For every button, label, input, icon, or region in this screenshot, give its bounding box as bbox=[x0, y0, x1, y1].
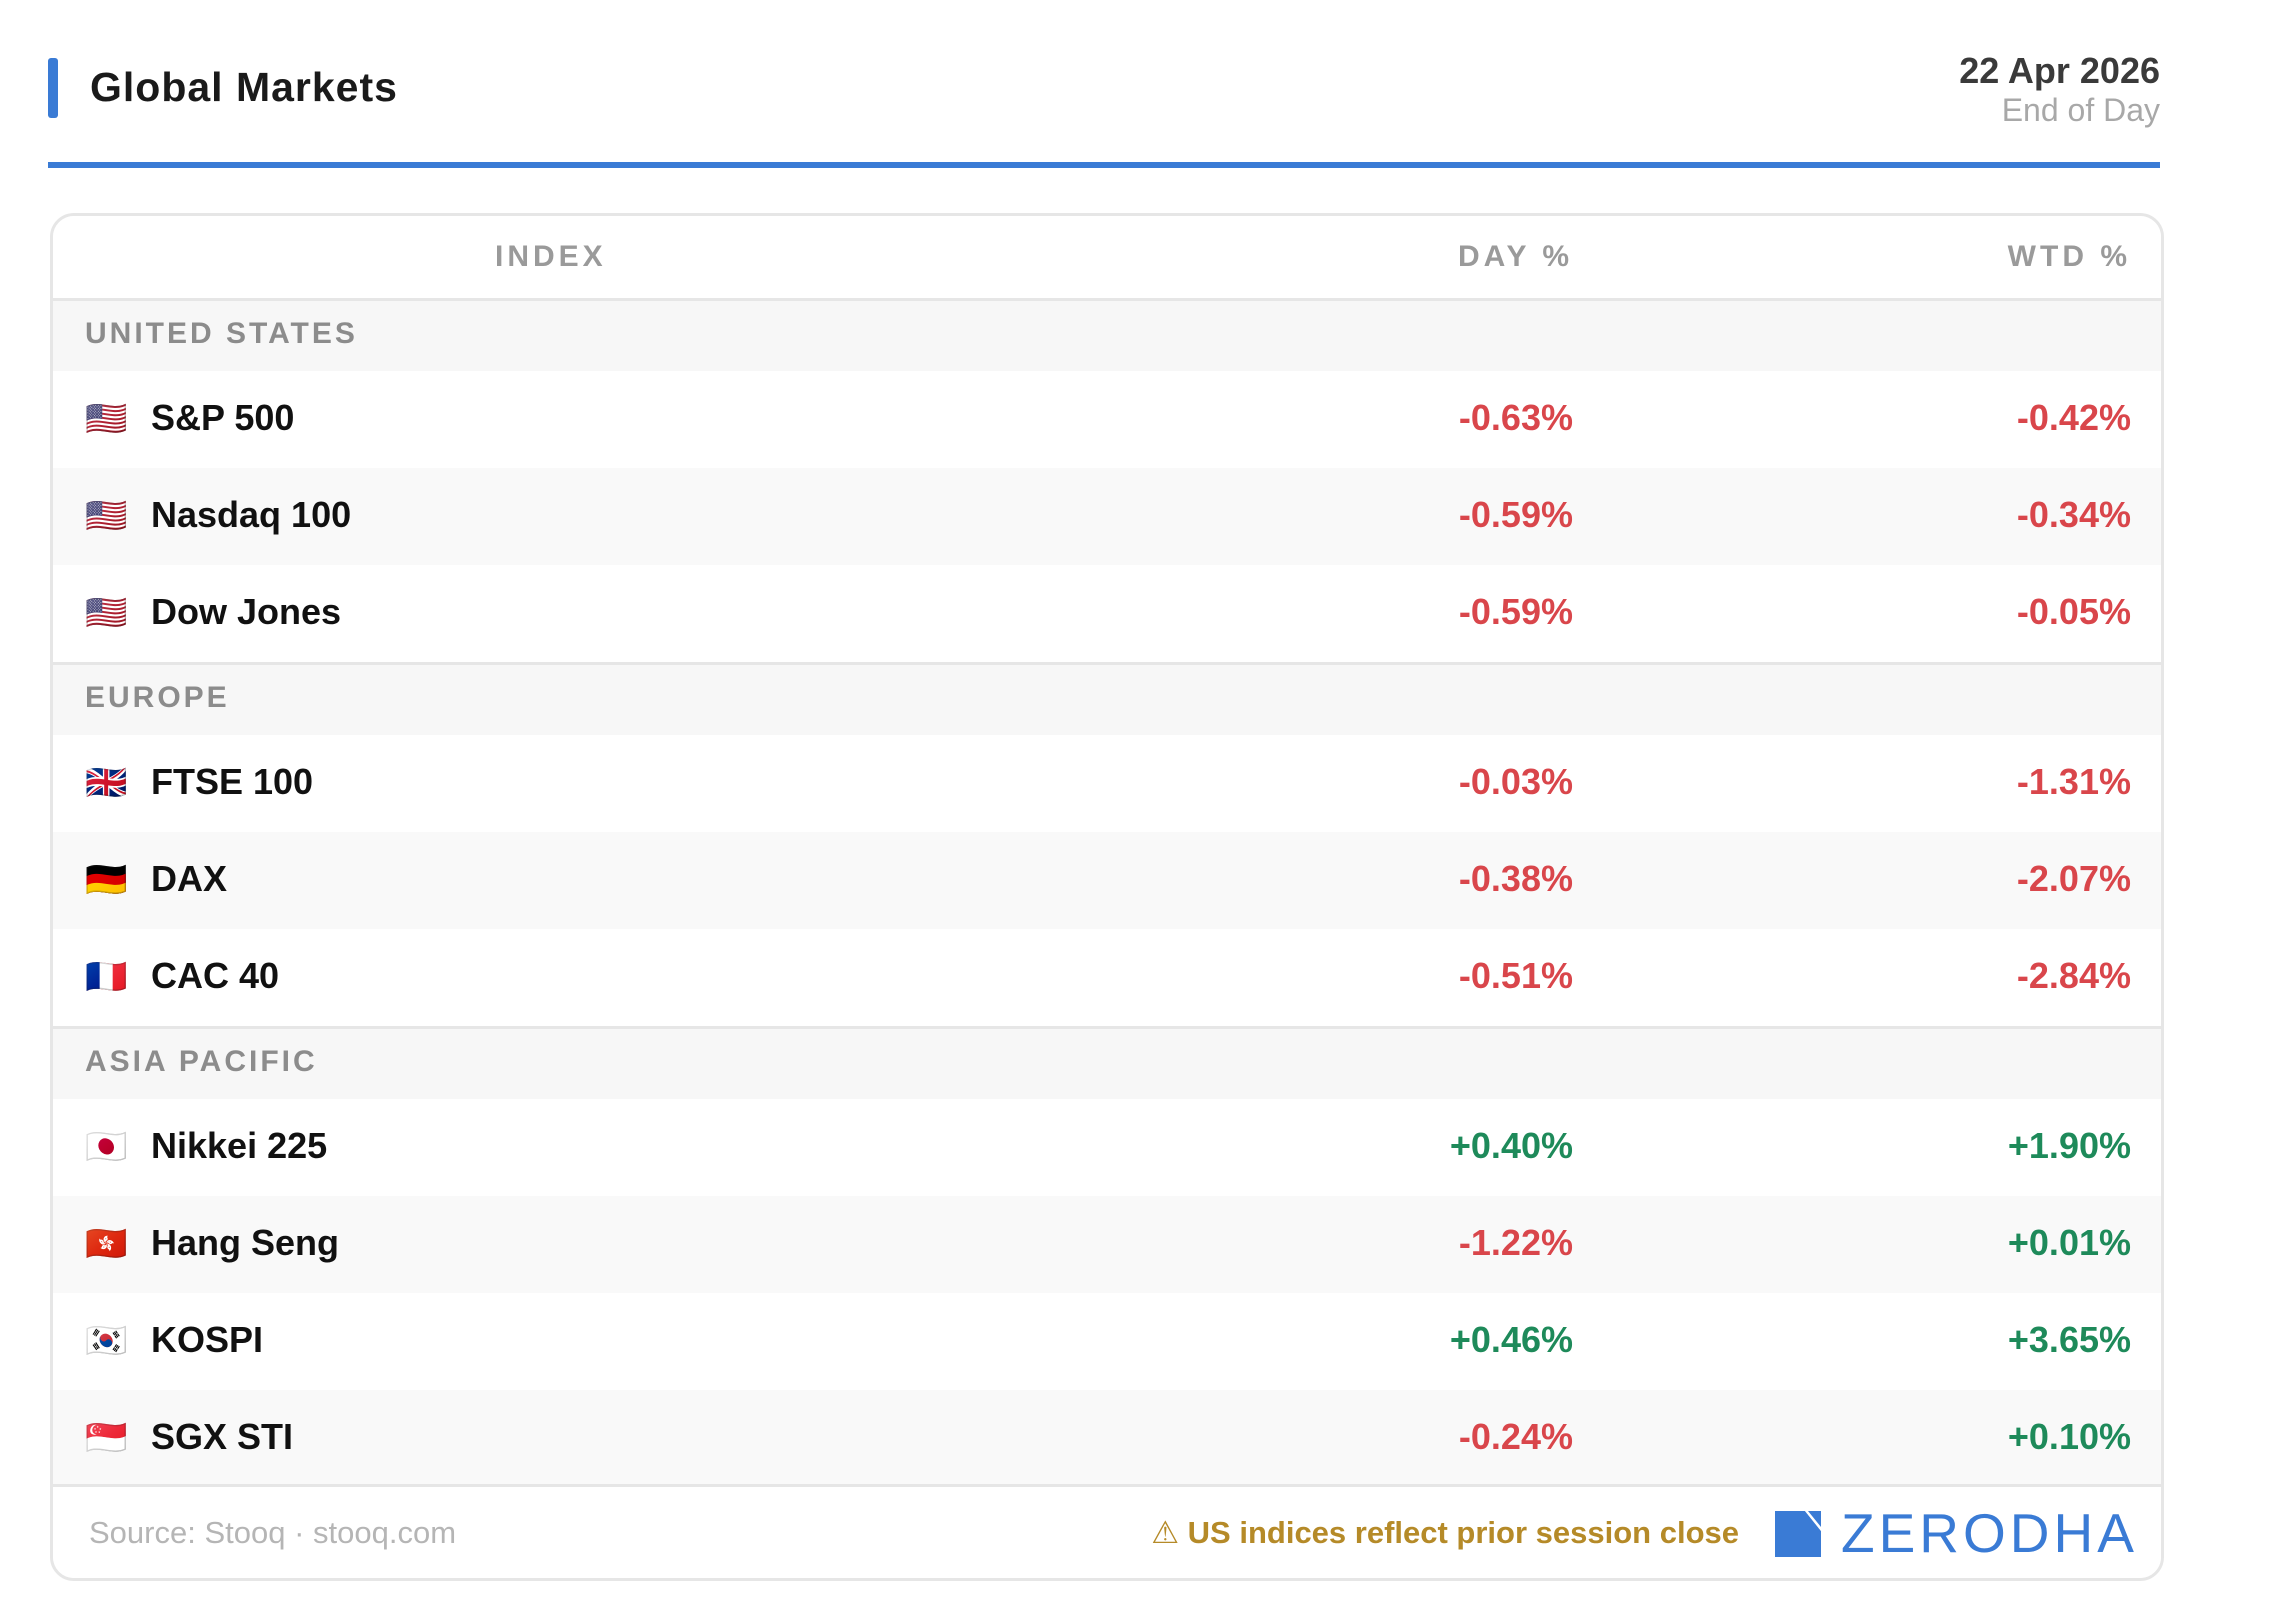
wtd-change: -0.34% bbox=[2016, 494, 2131, 535]
section-label: ASIA PACIFIC bbox=[85, 1045, 318, 1078]
index-name: Nasdaq 100 bbox=[151, 494, 352, 535]
index-name: S&P 500 bbox=[151, 397, 295, 438]
wtd-change: -0.05% bbox=[2016, 591, 2131, 632]
session-warning-note: ⚠ US indices reflect prior session close bbox=[1151, 1515, 1739, 1550]
column-header-index: INDEX bbox=[495, 240, 607, 273]
wtd-change: -2.84% bbox=[2016, 955, 2131, 996]
report-subtitle: End of Day bbox=[2001, 92, 2160, 128]
index-name: KOSPI bbox=[151, 1319, 264, 1360]
us-flag-icon: 🇺🇸 bbox=[85, 594, 128, 632]
day-change: -0.24% bbox=[1458, 1416, 1573, 1457]
us-flag-icon: 🇺🇸 bbox=[85, 400, 128, 438]
column-header-wtd: WTD % bbox=[2007, 240, 2131, 273]
uk-flag-icon: 🇬🇧 bbox=[85, 764, 128, 802]
zerodha-logo: ZERODHA bbox=[1775, 1505, 2134, 1561]
france-flag-icon: 🇫🇷 bbox=[85, 958, 128, 996]
south-korea-flag-icon: 🇰🇷 bbox=[85, 1322, 128, 1360]
day-change: -0.38% bbox=[1458, 858, 1573, 899]
header-divider bbox=[48, 162, 2160, 168]
title-accent-bar bbox=[48, 58, 58, 118]
zerodha-logo-text: ZERODHA bbox=[1841, 1502, 2138, 1564]
page-title: Global Markets bbox=[90, 64, 398, 110]
column-header-day: DAY % bbox=[1457, 240, 1573, 273]
index-name: DAX bbox=[151, 858, 228, 899]
index-name: FTSE 100 bbox=[151, 761, 314, 802]
day-change: -0.63% bbox=[1458, 397, 1573, 438]
table-row: 🇺🇸 S&P 500 -0.63% -0.42% bbox=[53, 371, 2161, 468]
germany-flag-icon: 🇩🇪 bbox=[85, 861, 128, 899]
singapore-flag-icon: 🇸🇬 bbox=[85, 1419, 128, 1457]
index-name: SGX STI bbox=[151, 1416, 294, 1457]
wtd-change: +0.01% bbox=[2007, 1222, 2131, 1263]
section-united-states: UNITED STATES bbox=[53, 301, 2161, 371]
index-name: CAC 40 bbox=[151, 955, 280, 996]
day-change: -0.59% bbox=[1458, 494, 1573, 535]
table-row: 🇩🇪 DAX -0.38% -2.07% bbox=[53, 832, 2161, 929]
day-change: -0.03% bbox=[1458, 761, 1573, 802]
table-row: 🇰🇷 KOSPI +0.46% +3.65% bbox=[53, 1293, 2161, 1390]
section-label: EUROPE bbox=[85, 681, 230, 714]
table-row: 🇸🇬 SGX STI -0.24% +0.10% bbox=[53, 1390, 2161, 1487]
table-row: 🇯🇵 Nikkei 225 +0.40% +1.90% bbox=[53, 1099, 2161, 1196]
section-europe: EUROPE bbox=[53, 662, 2161, 735]
wtd-change: -1.31% bbox=[2016, 761, 2131, 802]
day-change: -0.59% bbox=[1458, 591, 1573, 632]
wtd-change: -2.07% bbox=[2016, 858, 2131, 899]
index-name: Nikkei 225 bbox=[151, 1125, 328, 1166]
wtd-change: -0.42% bbox=[2016, 397, 2131, 438]
table-header: INDEX DAY % WTD % bbox=[53, 216, 2161, 301]
wtd-change: +1.90% bbox=[2007, 1125, 2131, 1166]
report-date: 22 Apr 2026 bbox=[1959, 50, 2160, 91]
day-change: -1.22% bbox=[1458, 1222, 1573, 1263]
markets-table-card: INDEX DAY % WTD % UNITED STATES 🇺🇸 S&P 5… bbox=[50, 213, 2164, 1581]
source-attribution: Source: Stooq · stooq.com bbox=[89, 1515, 457, 1550]
table-row: 🇺🇸 Nasdaq 100 -0.59% -0.34% bbox=[53, 468, 2161, 565]
day-change: +0.40% bbox=[1449, 1125, 1573, 1166]
wtd-change: +3.65% bbox=[2007, 1319, 2131, 1360]
wtd-change: +0.10% bbox=[2007, 1416, 2131, 1457]
header: Global Markets 22 Apr 2026 End of Day bbox=[48, 50, 2160, 160]
table-row: 🇬🇧 FTSE 100 -0.03% -1.31% bbox=[53, 735, 2161, 832]
index-name: Dow Jones bbox=[151, 591, 342, 632]
us-flag-icon: 🇺🇸 bbox=[85, 497, 128, 535]
zerodha-logo-icon bbox=[1775, 1511, 1821, 1557]
table-footer: Source: Stooq · stooq.com ⚠ US indices r… bbox=[53, 1484, 2161, 1578]
hong-kong-flag-icon: 🇭🇰 bbox=[85, 1225, 128, 1263]
day-change: -0.51% bbox=[1458, 955, 1573, 996]
table-row: 🇺🇸 Dow Jones -0.59% -0.05% bbox=[53, 565, 2161, 662]
day-change: +0.46% bbox=[1449, 1319, 1573, 1360]
table-row: 🇫🇷 CAC 40 -0.51% -2.84% bbox=[53, 929, 2161, 1026]
japan-flag-icon: 🇯🇵 bbox=[85, 1128, 128, 1166]
index-name: Hang Seng bbox=[151, 1222, 340, 1263]
section-label: UNITED STATES bbox=[85, 317, 358, 350]
table-row: 🇭🇰 Hang Seng -1.22% +0.01% bbox=[53, 1196, 2161, 1293]
section-asia-pacific: ASIA PACIFIC bbox=[53, 1026, 2161, 1099]
